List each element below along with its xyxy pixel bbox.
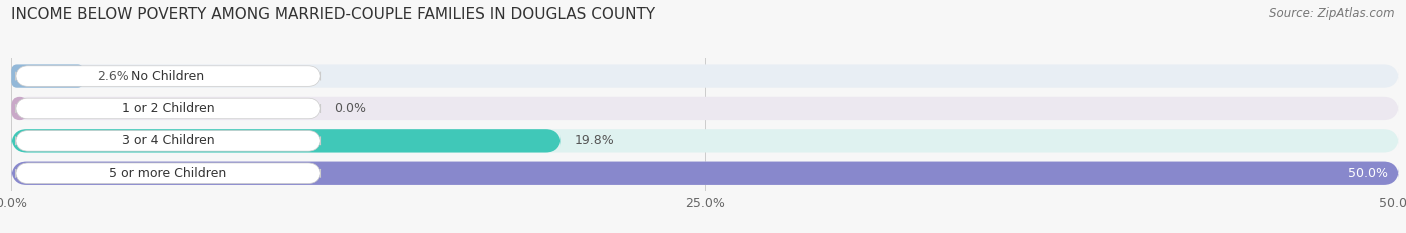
FancyBboxPatch shape [15, 98, 321, 119]
Text: No Children: No Children [132, 70, 205, 82]
Text: 19.8%: 19.8% [575, 134, 614, 147]
FancyBboxPatch shape [11, 161, 1399, 185]
Text: 50.0%: 50.0% [1348, 167, 1388, 180]
Text: INCOME BELOW POVERTY AMONG MARRIED-COUPLE FAMILIES IN DOUGLAS COUNTY: INCOME BELOW POVERTY AMONG MARRIED-COUPL… [11, 7, 655, 22]
Text: 1 or 2 Children: 1 or 2 Children [122, 102, 214, 115]
FancyBboxPatch shape [11, 64, 83, 88]
FancyBboxPatch shape [11, 64, 1399, 88]
FancyBboxPatch shape [15, 130, 321, 151]
FancyBboxPatch shape [11, 97, 28, 120]
FancyBboxPatch shape [11, 161, 1399, 185]
FancyBboxPatch shape [11, 129, 1399, 153]
FancyBboxPatch shape [11, 129, 561, 153]
FancyBboxPatch shape [15, 163, 321, 184]
Text: Source: ZipAtlas.com: Source: ZipAtlas.com [1270, 7, 1395, 20]
Text: 3 or 4 Children: 3 or 4 Children [122, 134, 214, 147]
Text: 5 or more Children: 5 or more Children [110, 167, 226, 180]
FancyBboxPatch shape [11, 97, 1399, 120]
Text: 2.6%: 2.6% [97, 70, 129, 82]
Text: 0.0%: 0.0% [335, 102, 367, 115]
FancyBboxPatch shape [15, 66, 321, 86]
